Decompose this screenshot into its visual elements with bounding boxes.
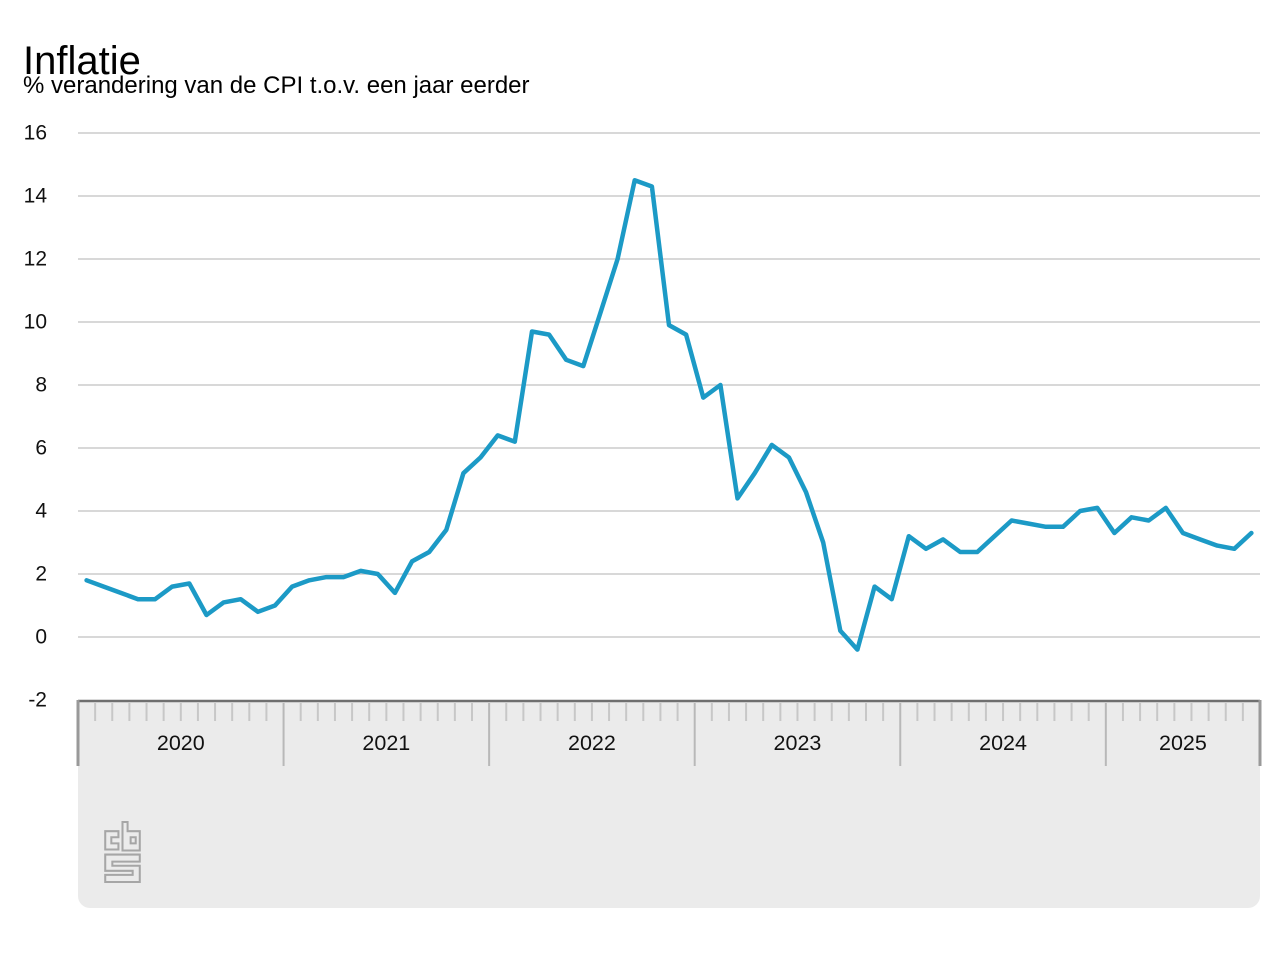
year-label: 2024: [979, 731, 1027, 755]
y-axis-label: 6: [35, 437, 47, 460]
y-axis-label: 0: [35, 626, 47, 649]
year-label: 2020: [157, 731, 205, 755]
y-axis-label: -2: [28, 689, 47, 712]
y-axis-label: 2: [35, 563, 47, 586]
y-axis-label: 12: [24, 248, 47, 271]
year-label: 2022: [568, 731, 616, 755]
y-axis-label: 14: [24, 185, 48, 208]
inflation-line: [84, 178, 1254, 652]
y-axis-label: 4: [35, 500, 47, 523]
year-label: 2021: [362, 731, 410, 755]
y-axis-label: 16: [24, 122, 47, 145]
grid-layer: [78, 132, 1260, 638]
year-label: 2023: [774, 731, 822, 755]
timeline-scrubber[interactable]: [78, 700, 1260, 908]
chart-subtitle: % verandering van de CPI t.o.v. een jaar…: [23, 72, 530, 99]
chart-title: Inflatie: [23, 38, 141, 83]
y-axis-label: 8: [35, 374, 47, 397]
year-label: 2025: [1159, 731, 1207, 755]
series-layer: [84, 178, 1254, 652]
y-axis-label: 10: [24, 311, 47, 334]
cbs-logo-icon: [104, 821, 141, 883]
timeline-layer: [76, 699, 1262, 908]
axis-label-layer: 16 14 12 10 8 6 4 2 0 -2 2020 2021 2022 2023 2024 2025: [24, 122, 1207, 756]
